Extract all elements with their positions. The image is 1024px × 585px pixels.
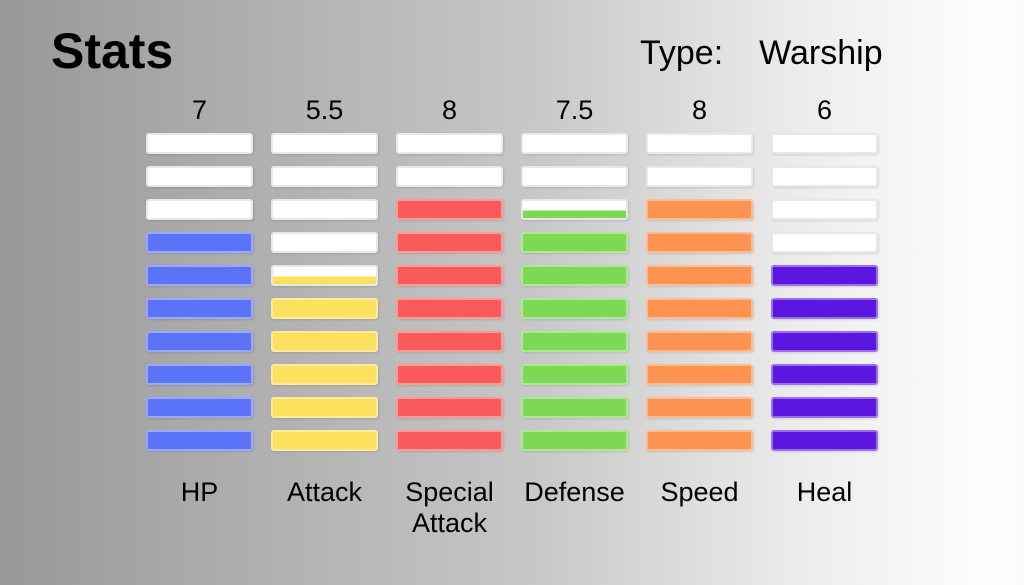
stat-segment-filled [771, 397, 878, 418]
stat-segment-filled [646, 430, 753, 451]
stat-value: 8 [691, 95, 708, 125]
stat-segment-empty [646, 166, 753, 187]
stat-segment-filled [771, 430, 878, 451]
stat-value: 7.5 [555, 95, 594, 125]
stat-segment-filled [521, 331, 628, 352]
stat-segments-heal [771, 133, 878, 451]
stat-segment-empty [771, 166, 878, 187]
stat-segment-empty [146, 166, 253, 187]
stat-segment-filled [396, 397, 503, 418]
stat-label: HP [180, 477, 219, 507]
stat-segment-empty [771, 133, 878, 154]
stat-segment-empty [521, 166, 628, 187]
stat-label: Defense [524, 477, 625, 507]
stat-column-speed: 8 Speed [646, 95, 753, 539]
stat-segment-half [521, 199, 628, 220]
stat-segment-filled [396, 298, 503, 319]
stat-segment-filled [646, 298, 753, 319]
stat-segment-filled [521, 430, 628, 451]
stat-segment-filled [146, 331, 253, 352]
stat-segment-filled [646, 364, 753, 385]
stat-segment-filled [146, 397, 253, 418]
stat-segment-filled [146, 364, 253, 385]
stat-segment-filled [521, 364, 628, 385]
stat-segment-filled [146, 232, 253, 253]
stat-segment-filled [521, 298, 628, 319]
stat-segment-empty [271, 199, 378, 220]
stat-segment-half [271, 265, 378, 286]
stat-segment-empty [271, 133, 378, 154]
stat-segment-filled [646, 397, 753, 418]
stat-value: 7 [191, 95, 208, 125]
type-label: Type: [640, 34, 724, 72]
stat-segment-empty [396, 133, 503, 154]
stat-segment-filled [396, 265, 503, 286]
stat-column-heal: 6 Heal [771, 95, 878, 539]
stat-segments-special-attack [396, 133, 503, 451]
stat-segments-speed [646, 133, 753, 451]
stat-column-attack: 5.5 Attack [271, 95, 378, 539]
type-value: Warship [759, 34, 883, 72]
stat-segment-filled [646, 199, 753, 220]
type-row: Type: Warship [640, 34, 883, 73]
stat-segment-filled [146, 265, 253, 286]
stat-segment-filled [771, 298, 878, 319]
stat-label: Heal [796, 477, 853, 507]
stat-segment-empty [271, 232, 378, 253]
stat-value: 5.5 [305, 95, 344, 125]
stat-segment-filled [146, 430, 253, 451]
stat-segment-empty [396, 166, 503, 187]
stat-label: Special Attack [405, 477, 494, 538]
stat-column-hp: 7 HP [146, 95, 253, 539]
stat-segment-filled [646, 331, 753, 352]
stat-segment-filled [271, 430, 378, 451]
stat-label: Attack [286, 477, 363, 507]
stat-segment-filled [771, 331, 878, 352]
stat-segment-filled [271, 298, 378, 319]
stat-segment-filled [146, 298, 253, 319]
stat-segment-filled [271, 331, 378, 352]
stat-segment-filled [646, 265, 753, 286]
stat-segment-filled [396, 430, 503, 451]
stat-segment-empty [646, 133, 753, 154]
stat-segment-empty [771, 199, 878, 220]
stat-segment-filled [771, 265, 878, 286]
stat-segment-filled [271, 397, 378, 418]
stat-segment-filled [396, 232, 503, 253]
stats-chart: 7 HP 5.5 Attack 8 Special Attack 7.5 Defense 8 Sp… [0, 95, 1024, 539]
stat-segment-empty [521, 133, 628, 154]
stat-segment-filled [271, 364, 378, 385]
stat-segment-empty [771, 232, 878, 253]
stat-segment-filled [646, 232, 753, 253]
stat-segment-empty [146, 199, 253, 220]
stat-column-special-attack: 8 Special Attack [396, 95, 503, 539]
stat-segment-filled [396, 331, 503, 352]
stat-segments-attack [271, 133, 378, 451]
stat-segment-empty [271, 166, 378, 187]
stat-segment-filled [396, 199, 503, 220]
stat-segment-filled [396, 364, 503, 385]
stat-value: 6 [816, 95, 833, 125]
stat-value: 8 [441, 95, 458, 125]
stat-label: Speed [660, 477, 739, 507]
stat-segment-filled [521, 397, 628, 418]
stat-segments-hp [146, 133, 253, 451]
page-title: Stats [51, 23, 174, 79]
stat-column-defense: 7.5 Defense [521, 95, 628, 539]
stat-segment-empty [146, 133, 253, 154]
stat-segment-filled [521, 232, 628, 253]
stat-segment-filled [521, 265, 628, 286]
stat-segment-filled [771, 364, 878, 385]
stat-segments-defense [521, 133, 628, 451]
